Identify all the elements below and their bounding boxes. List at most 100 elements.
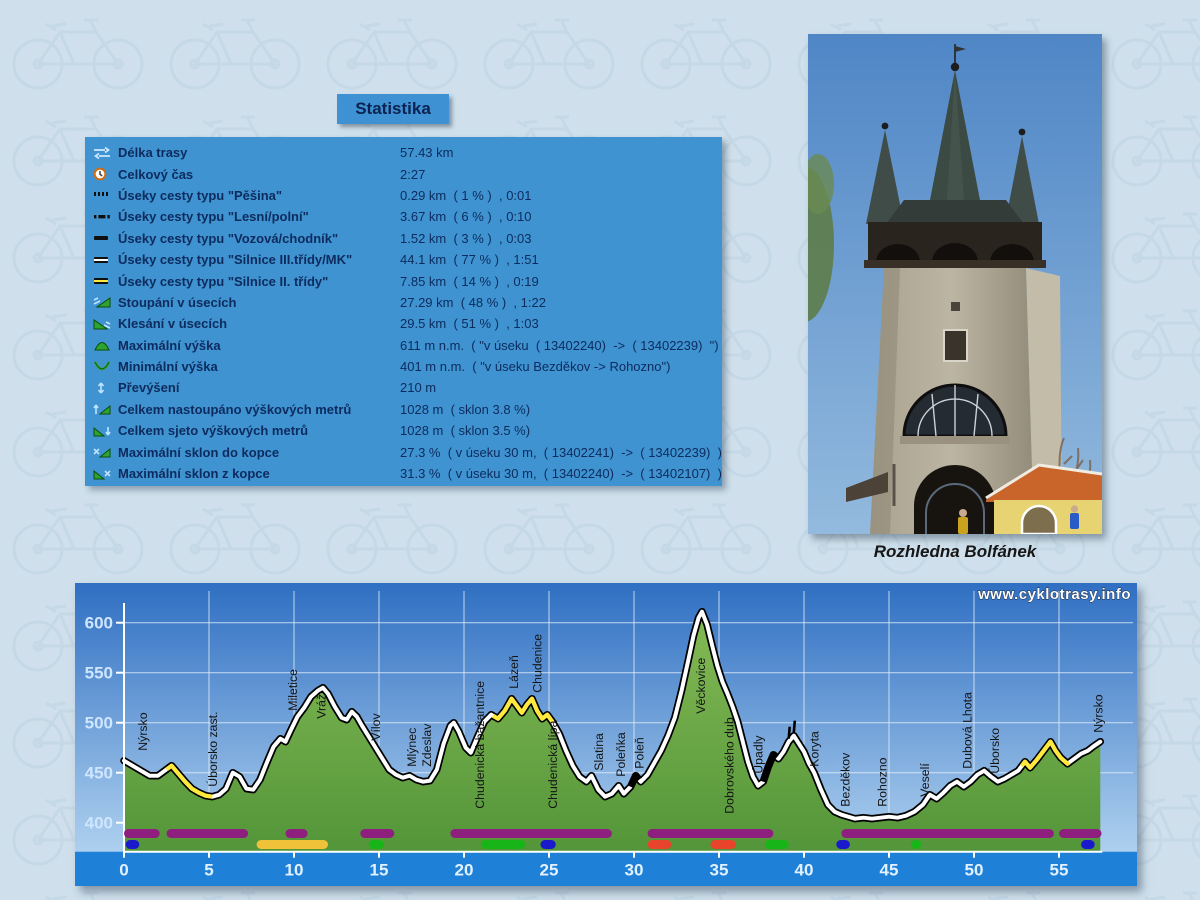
- road-type-bar: [360, 829, 395, 838]
- stat-row: Úseky cesty typu "Lesní/polní" 3.67 km (…: [85, 206, 722, 227]
- place-label: Úborsko zast.: [205, 712, 220, 787]
- y-tick-label: 400: [85, 814, 113, 833]
- stat-label: Klesání v úsecích: [118, 316, 228, 332]
- stat-value: 57.43 km: [400, 145, 454, 161]
- yellow-building: [985, 463, 1103, 536]
- stat-label: Maximální sklon do kopce: [118, 444, 280, 460]
- stat-value: 3.67 km ( 6 % ) , 0:10: [400, 209, 532, 225]
- carriage-way-line-icon: [92, 231, 118, 245]
- stat-label: Úseky cesty typu "Silnice II. třídy": [118, 273, 329, 289]
- road-class3-line-icon: [92, 253, 118, 267]
- stat-row: Úseky cesty typu "Vozová/chodník" 1.52 k…: [85, 228, 722, 249]
- place-label: Slatina: [592, 733, 606, 771]
- stat-label: Převýšení: [118, 380, 180, 396]
- stat-row: Minimální výška 401 m n.m. ( "v úseku Be…: [85, 356, 722, 377]
- stat-label: Úseky cesty typu "Vozová/chodník": [118, 230, 339, 246]
- stat-value: 1028 m ( sklon 3.8 %): [400, 401, 531, 417]
- road-type-bar: [764, 840, 789, 849]
- stat-label: Úseky cesty typu "Pěšina": [118, 187, 283, 203]
- stat-row: Celkem nastoupáno výškových metrů 1028 m…: [85, 399, 722, 420]
- chart-axis-strip: [75, 851, 1137, 886]
- people: [958, 505, 1079, 534]
- stat-label: Maximální sklon z kopce: [118, 466, 270, 482]
- stat-row: Stoupání v úsecích 27.29 km ( 48 % ) , 1…: [85, 292, 722, 313]
- place-label: Mlýnec: [405, 728, 419, 767]
- x-tick-label: 5: [204, 861, 213, 880]
- max-uphill-grade-icon: [92, 445, 118, 459]
- place-label: Dubová Lhota: [961, 692, 975, 769]
- road-type-bar: [368, 840, 385, 849]
- stat-value: 611 m n.m. ( "v úseku ( 13402240) -> ( 1…: [400, 337, 719, 353]
- road-type-bar: [125, 840, 140, 849]
- place-label: Nýrsko: [136, 712, 150, 750]
- profile-segment-black: [628, 773, 642, 788]
- place-label: Koryta: [808, 731, 822, 767]
- profile-black-mark: [787, 726, 791, 739]
- road-type-bar: [911, 840, 922, 849]
- elevation-span-icon: [92, 381, 118, 395]
- road-type-bar: [285, 829, 308, 838]
- total-descent-icon: [92, 424, 118, 438]
- stat-value: 1028 m ( sklon 3.5 %): [400, 423, 531, 439]
- statistics-panel: Délka trasy 57.43 km Celkový čas 2:27 Ús…: [85, 137, 722, 486]
- stat-value: 29.5 km ( 51 % ) , 1:03: [400, 316, 539, 332]
- profile-segment-yellow: [165, 763, 213, 799]
- profile-segment-black: [760, 752, 779, 783]
- place-label: Úpadly: [751, 735, 766, 774]
- place-label: Věckovice: [694, 657, 708, 713]
- stat-value: 1.52 km ( 3 % ) , 0:03: [400, 230, 532, 246]
- stat-row: Úseky cesty typu "Pěšina" 0.29 km ( 1 % …: [85, 185, 722, 206]
- entrance-arch: [914, 465, 996, 534]
- road-type-bar: [1059, 829, 1102, 838]
- profile-segment-yellow: [1019, 739, 1071, 770]
- road-type-bar: [450, 829, 612, 838]
- place-label: Veselí: [918, 763, 932, 797]
- place-label: Poleň: [633, 737, 647, 769]
- total-climb-icon: [92, 402, 118, 416]
- place-label: Dobrovského dub: [723, 717, 737, 814]
- descent-sections-icon: [92, 317, 118, 331]
- x-tick-label: 55: [1050, 861, 1069, 880]
- place-label: Vráž: [315, 694, 329, 719]
- watermark: www.cyklotrasy.info: [977, 586, 1131, 603]
- x-tick-label: 15: [370, 861, 389, 880]
- stat-value: 27.29 km ( 48 % ) , 1:22: [400, 294, 546, 310]
- profile-segment-yellow: [491, 696, 555, 723]
- shed: [846, 464, 896, 506]
- x-tick-label: 50: [965, 861, 984, 880]
- stat-value: 401 m n.m. ( "v úseku Bezděkov -> Rohozn…: [400, 359, 671, 375]
- stat-row: Celkový čas 2:27: [85, 163, 722, 184]
- stat-label: Úseky cesty typu "Lesní/polní": [118, 209, 309, 225]
- stat-value: 44.1 km ( 77 % ) , 1:51: [400, 252, 539, 268]
- y-tick-label: 550: [85, 664, 113, 683]
- x-tick-label: 0: [119, 861, 128, 880]
- stat-value: 210 m: [400, 380, 437, 396]
- clock-icon: [92, 167, 118, 181]
- road-type-bar: [710, 840, 736, 849]
- road-type-bar: [540, 840, 556, 849]
- stat-row: Celkem sjeto výškových metrů 1028 m ( sk…: [85, 420, 722, 441]
- road-type-bar: [836, 840, 850, 849]
- road-type-bar: [256, 840, 328, 849]
- stat-label: Celkem sjeto výškových metrů: [118, 423, 309, 439]
- place-label: Lázeň: [507, 655, 521, 689]
- x-tick-label: 45: [880, 861, 899, 880]
- x-tick-label: 40: [795, 861, 814, 880]
- x-tick-label: 10: [285, 861, 304, 880]
- road-type-bar: [841, 829, 1054, 838]
- y-tick-label: 450: [85, 764, 113, 783]
- road-type-bar: [124, 829, 160, 838]
- stat-label: Maximální výška: [118, 337, 221, 353]
- stat-row: Úseky cesty typu "Silnice II. třídy" 7.8…: [85, 270, 722, 291]
- statistika-header[interactable]: Statistika: [337, 94, 449, 124]
- elevation-area: [124, 611, 1101, 852]
- road-type-bar: [647, 840, 672, 849]
- min-elevation-icon: [92, 360, 118, 374]
- stat-value: 0.29 km ( 1 % ) , 0:01: [400, 187, 532, 203]
- stat-row: Maximální sklon z kopce 31.3 % ( v úseku…: [85, 463, 722, 484]
- stat-row: Maximální výška 611 m n.m. ( "v úseku ( …: [85, 335, 722, 356]
- road-type-bar: [166, 829, 249, 838]
- stat-label: Délka trasy: [118, 145, 188, 161]
- road-type-bar: [647, 829, 774, 838]
- y-tick-label: 600: [85, 614, 113, 633]
